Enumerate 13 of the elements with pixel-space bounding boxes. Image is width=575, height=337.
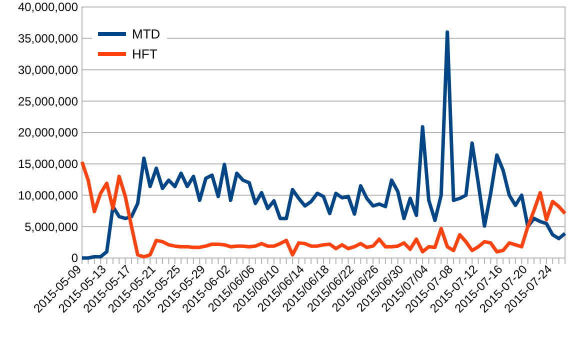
line-series bbox=[80, 30, 567, 260]
y-tick-label: 10,000,000 bbox=[18, 188, 78, 202]
legend-label: MTD bbox=[132, 26, 160, 42]
y-tick-label: 5,000,000 bbox=[24, 220, 78, 234]
line-series bbox=[80, 160, 567, 258]
legend-label: HFT bbox=[132, 46, 158, 62]
y-tick-label: 15,000,000 bbox=[18, 157, 78, 172]
y-tick-label: 30,000,000 bbox=[18, 62, 78, 77]
y-tick-label: 20,000,000 bbox=[18, 126, 78, 140]
y-tick-label: 0 bbox=[71, 251, 78, 266]
y-tick-label: 35,000,000 bbox=[18, 32, 78, 46]
y-tick-label: 25,000,000 bbox=[18, 94, 78, 108]
y-tick-label: 40,000,000 bbox=[18, 0, 78, 14]
